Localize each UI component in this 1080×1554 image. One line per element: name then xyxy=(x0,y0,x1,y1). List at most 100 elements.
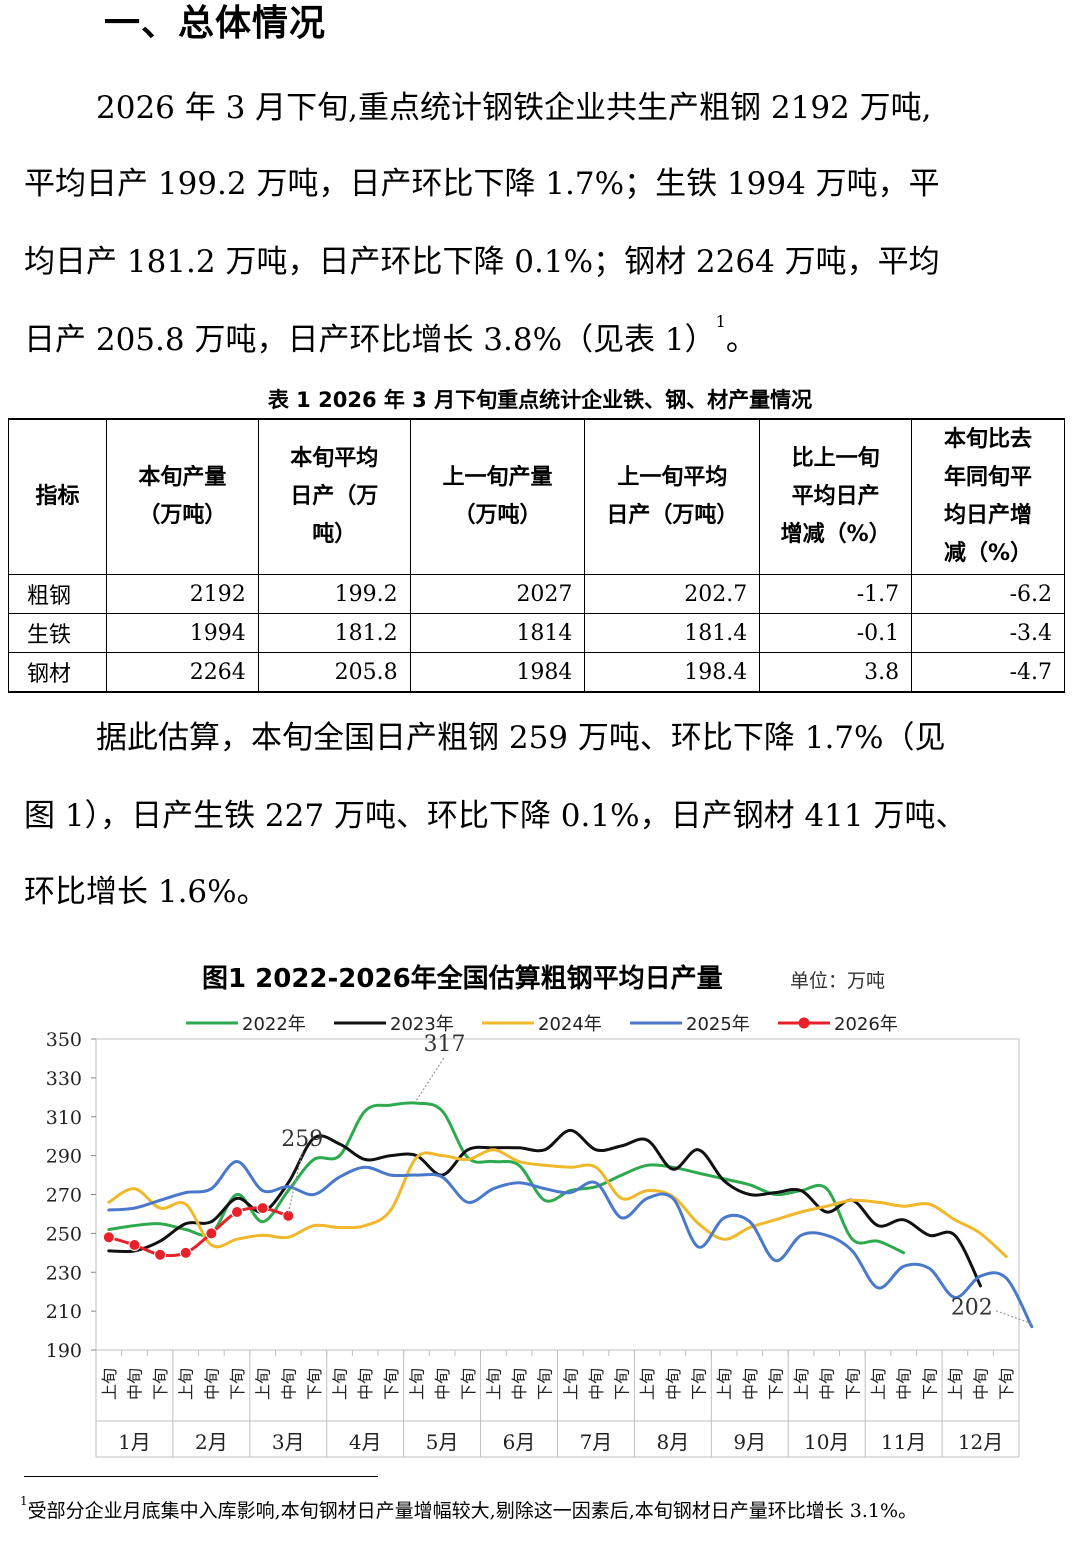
x-tick-label: 下旬 xyxy=(843,1368,862,1400)
x-tick-label: 下旬 xyxy=(613,1368,632,1400)
x-tick-label: 下旬 xyxy=(151,1368,170,1400)
table-row: 钢材 2264 205.8 1984 198.4 3.8 -4.7 xyxy=(8,652,1065,693)
table-cell: -6.2 xyxy=(911,574,1065,614)
series-line-2022年 xyxy=(107,1101,906,1255)
x-tick-label: 中旬 xyxy=(972,1368,991,1400)
y-tick-label: 310 xyxy=(46,1107,82,1129)
x-tick-label: 中旬 xyxy=(125,1368,144,1400)
x-tick-label: 上旬 xyxy=(254,1368,273,1400)
x-tick-label: 上旬 xyxy=(946,1368,965,1400)
column-header-line: 上一旬平均 xyxy=(617,465,728,490)
column-header-line: 本旬比去 xyxy=(944,427,1033,452)
x-month-label: 2月 xyxy=(195,1430,228,1454)
column-header: 本旬比去 年同旬平 均日产增 减（%） xyxy=(911,418,1065,575)
y-tick-label: 350 xyxy=(46,1029,82,1051)
column-header-line: 本旬产量 xyxy=(138,465,227,490)
table-cell: 2027 xyxy=(409,574,586,614)
x-month-label: 4月 xyxy=(349,1430,382,1454)
legend-label: 2022年 xyxy=(242,1014,306,1035)
x-month-label: 5月 xyxy=(426,1430,459,1454)
table-cell: 202.7 xyxy=(584,574,761,614)
table-cell: 1994 xyxy=(105,613,259,653)
x-tick-label: 下旬 xyxy=(766,1368,785,1400)
x-tick-label: 下旬 xyxy=(459,1368,478,1400)
x-tick-label: 下旬 xyxy=(382,1368,401,1400)
y-tick-label: 290 xyxy=(46,1146,82,1168)
data-point-2026年 xyxy=(102,1231,115,1244)
row-name: 生铁 xyxy=(8,613,107,653)
column-header-line: 日产（万吨） xyxy=(606,503,739,528)
table-caption: 表 1 2026 年 3 月下旬重点统计企业铁、钢、材产量情况 xyxy=(267,388,813,412)
paragraph-line: 均日产 181.2 万吨，日产环比下降 0.1%；钢材 2264 万吨，平均 xyxy=(24,244,940,280)
x-tick-label: 上旬 xyxy=(177,1368,196,1400)
footnote-ref[interactable]: 1 xyxy=(715,312,726,331)
column-header-line: 比上一旬 xyxy=(791,446,880,471)
column-header-line: 年同旬平 xyxy=(944,465,1033,490)
paragraph-line: 平均日产 199.2 万吨，日产环比下降 1.7%；生铁 1994 万吨，平 xyxy=(24,166,940,202)
x-tick-label: 上旬 xyxy=(407,1368,426,1400)
x-tick-label: 中旬 xyxy=(279,1368,298,1400)
x-month-label: 7月 xyxy=(580,1430,613,1454)
x-month-label: 10月 xyxy=(804,1430,849,1454)
table-cell: 181.4 xyxy=(584,613,761,653)
production-table: 指标 本旬产量 （万吨） 本旬平均 日产（万 吨） 上一旬产量 （万吨） 上一旬平均 日产（万吨）… xyxy=(8,418,1065,693)
data-point-2026年 xyxy=(205,1227,218,1240)
x-tick-label: 中旬 xyxy=(433,1368,452,1400)
paragraph-line-last: 日产 205.8 万吨，日产环比增长 3.8%（见表 1）1。 xyxy=(24,312,757,359)
table-cell: -4.7 xyxy=(911,652,1065,693)
table-cell: 1984 xyxy=(409,652,586,693)
legend-label: 2023年 xyxy=(390,1014,454,1035)
x-tick-label: 中旬 xyxy=(818,1368,837,1400)
table-cell: 181.2 xyxy=(257,613,411,653)
x-tick-label: 中旬 xyxy=(587,1368,606,1400)
annotation-label: 317 xyxy=(423,1032,465,1057)
annotation-label: 202 xyxy=(951,1296,993,1321)
y-tick-label: 230 xyxy=(46,1262,82,1284)
table-cell: 1814 xyxy=(409,613,586,653)
x-tick-label: 中旬 xyxy=(664,1368,683,1400)
column-header-line: 均日产增 xyxy=(944,503,1033,528)
table-cell: 199.2 xyxy=(257,574,411,614)
y-tick-label: 250 xyxy=(46,1223,82,1245)
data-point-2026年 xyxy=(231,1205,244,1218)
steel-output-line-chart: 190210230250270290310330350上旬 中旬 下旬 上旬 中旬 下旬上… xyxy=(46,1014,1034,1458)
table-row: 生铁 1994 181.2 1814 181.4 -0.1 -3.4 xyxy=(8,613,1065,653)
column-header: 比上一旬 平均日产 增减（%） xyxy=(759,418,913,575)
table-cell: -0.1 xyxy=(759,613,913,653)
column-header-line: 上一旬产量 xyxy=(442,465,553,490)
table-header-row: 指标 本旬产量 （万吨） 本旬平均 日产（万 吨） 上一旬产量 （万吨） 上一旬平均 日产（万吨）… xyxy=(8,418,1065,575)
x-tick-label: 下旬 xyxy=(997,1368,1016,1400)
x-month-label: 12月 xyxy=(958,1430,1003,1454)
y-tick-label: 190 xyxy=(46,1340,82,1362)
x-tick-label: 下旬 xyxy=(690,1368,709,1400)
y-tick-label: 330 xyxy=(46,1068,82,1090)
footnote-divider xyxy=(24,1476,378,1477)
x-tick-label: 中旬 xyxy=(741,1368,760,1400)
column-header-line: 增减（%） xyxy=(780,522,891,547)
x-tick-label: 上旬 xyxy=(331,1368,350,1400)
section-heading: 一、总体情况 xyxy=(104,3,327,44)
x-tick-label: 中旬 xyxy=(202,1368,221,1400)
series-line-2025年 xyxy=(107,1160,1034,1329)
legend-label: 2024年 xyxy=(538,1014,602,1035)
table-cell: 2264 xyxy=(105,652,259,693)
paragraph-line: 据此估算，本旬全国日产粗钢 259 万吨、环比下降 1.7%（见 xyxy=(96,720,946,756)
footnote-text: 受部分企业月底集中入库影响,本旬钢材日产量增幅较大,剔除这一因素后,本旬钢材日产… xyxy=(27,1500,918,1522)
table-row: 粗钢 2192 199.2 2027 202.7 -1.7 -6.2 xyxy=(8,574,1065,614)
x-tick-label: 中旬 xyxy=(356,1368,375,1400)
x-month-label: 3月 xyxy=(272,1430,305,1454)
y-tick-label: 270 xyxy=(46,1185,82,1207)
row-name: 钢材 xyxy=(8,652,107,693)
x-tick-label: 下旬 xyxy=(536,1368,555,1400)
column-header-line: （万吨） xyxy=(453,503,542,528)
annotation-leader xyxy=(287,1151,303,1214)
x-tick-label: 下旬 xyxy=(920,1368,939,1400)
data-point-2026年 xyxy=(282,1209,295,1222)
table-cell: 198.4 xyxy=(584,652,761,693)
paragraph-line: 2026 年 3 月下旬,重点统计钢铁企业共生产粗钢 2192 万吨, xyxy=(96,90,932,126)
x-tick-label: 上旬 xyxy=(638,1368,657,1400)
column-header-line: （万吨） xyxy=(138,503,227,528)
paragraph-line: 图 1），日产生铁 227 万吨、环比下降 0.1%，日产钢材 411 万吨、 xyxy=(24,798,967,834)
x-month-label: 1月 xyxy=(118,1430,151,1454)
series-line-2023年 xyxy=(107,1128,982,1288)
